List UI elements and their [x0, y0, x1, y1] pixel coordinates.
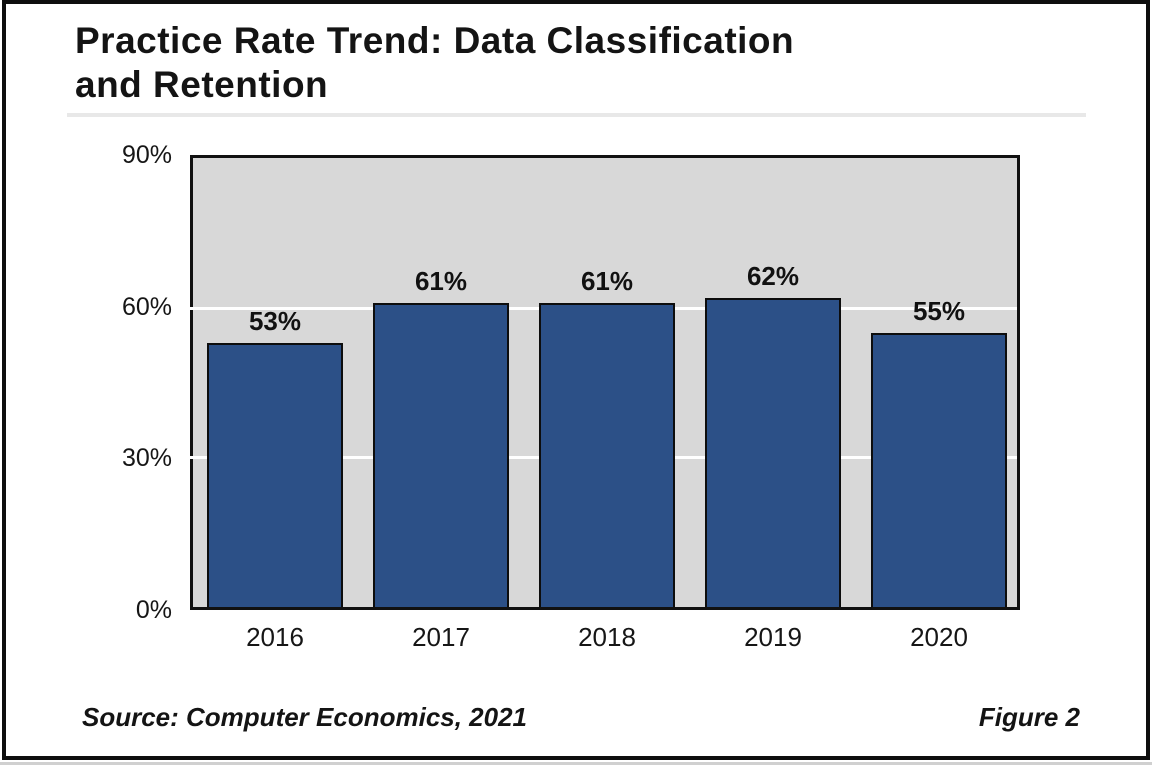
x-tick-label-2019: 2019 [744, 622, 802, 652]
bar-2016 [207, 343, 343, 607]
bar-value-label-2019: 62% [746, 261, 800, 291]
bar-2019 [705, 298, 841, 607]
chart-title: Practice Rate Trend: Data Classification… [75, 19, 1055, 107]
frame-bottom-shadow [0, 762, 1152, 765]
x-tick-label-2018: 2018 [578, 622, 636, 652]
plot-area: 53% 61% 61% 62% 55% [190, 155, 1020, 610]
y-tick-label-0: 0% [135, 596, 172, 624]
y-tick-label-60: 60% [121, 293, 172, 321]
bar-value-label-2016: 53% [248, 306, 302, 336]
bar-value-label-2018: 61% [580, 266, 634, 296]
source-note: Source: Computer Economics, 2021 [82, 702, 528, 732]
figure-number-label: Figure 2 [978, 702, 1080, 732]
chart-title-line-1: Practice Rate Trend: Data Classification [75, 20, 795, 61]
chart-title-line-2: and Retention [75, 64, 329, 105]
bar-value-label-2020: 55% [912, 296, 966, 326]
bar-2018 [539, 303, 675, 607]
bar-2020 [871, 333, 1007, 607]
x-tick-label-2017: 2017 [412, 622, 470, 652]
title-divider [67, 113, 1086, 117]
bar-2017 [373, 303, 509, 607]
x-tick-label-2016: 2016 [246, 622, 304, 652]
bar-value-label-2017: 61% [414, 266, 468, 296]
y-tick-label-30: 30% [121, 444, 172, 472]
y-tick-label-90: 90% [121, 141, 172, 169]
x-tick-label-2020: 2020 [910, 622, 968, 652]
